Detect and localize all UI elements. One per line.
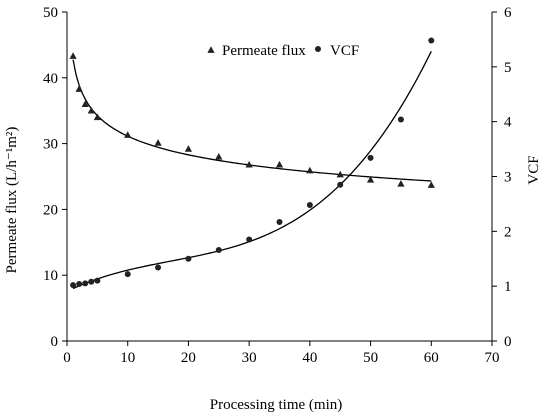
y-axis-left-label: Permeate flux (L/h⁻¹m²) <box>4 127 20 274</box>
y-left-tick-label: 20 <box>43 202 58 218</box>
vcf-point <box>124 271 131 278</box>
y-right-tick-label: 2 <box>504 224 512 240</box>
permeate-flux-point <box>427 181 435 188</box>
permeate-flux-point <box>69 52 77 59</box>
legend-vcf-marker <box>315 46 321 52</box>
axes <box>66 12 493 342</box>
y-left-tick-label: 50 <box>43 5 58 21</box>
permeate-flux-point <box>81 100 89 107</box>
y-left-tick-label: 0 <box>51 334 59 350</box>
vcf-point <box>337 181 344 188</box>
data-marks <box>69 37 435 289</box>
permeate-flux-point <box>275 160 284 168</box>
vcf-point <box>397 116 404 123</box>
permeate-flux-point <box>184 145 193 152</box>
vcf-point <box>185 255 192 262</box>
permeate-flux-point <box>306 166 314 174</box>
vcf-point <box>246 236 253 243</box>
x-tick-label: 20 <box>181 350 196 366</box>
vcf-point <box>76 280 83 287</box>
vcf-point <box>367 154 374 161</box>
permeate-flux-point <box>124 131 132 138</box>
y-right-tick-label: 5 <box>504 60 512 76</box>
permeate-flux-point <box>154 139 162 146</box>
y-left-tick-label: 10 <box>43 268 58 284</box>
y-right-tick-label: 4 <box>504 115 512 131</box>
legend-permeate-flux-marker <box>207 46 215 53</box>
permeate-flux-point <box>215 152 223 160</box>
vcf-point <box>276 219 283 226</box>
y-left-tick-label: 30 <box>43 137 58 153</box>
vcf-point <box>155 264 162 271</box>
permeate-flux-point <box>245 160 253 168</box>
legend-vcf-label: VCF <box>330 43 359 59</box>
y-right-tick-label: 6 <box>504 5 512 21</box>
vcf-point <box>70 282 77 289</box>
permeate-flux-point <box>336 170 344 178</box>
x-tick-label: 50 <box>363 350 378 366</box>
vcf-point <box>82 280 89 287</box>
y-axis-right-label: VCF <box>526 155 542 184</box>
x-tick-label: 60 <box>424 350 439 366</box>
permeate-flux-trend-line <box>72 59 432 182</box>
vcf-point <box>215 246 222 253</box>
legend: Permeate flux VCF <box>207 43 359 59</box>
x-tick-label: 10 <box>120 350 135 366</box>
permeate-flux-point <box>87 106 95 114</box>
x-axis-label: Processing time (min) <box>210 397 342 413</box>
x-tick-label: 0 <box>63 350 71 366</box>
vcf-point <box>428 37 435 44</box>
y-right-tick-label: 3 <box>504 170 512 186</box>
permeate-flux-point <box>397 179 405 187</box>
x-tick-label: 30 <box>242 350 257 366</box>
y-left-tick-label: 40 <box>43 71 58 87</box>
x-tick-label: 70 <box>485 350 500 366</box>
legend-permeate-flux-label: Permeate flux <box>222 43 306 59</box>
x-tick-label: 40 <box>302 350 317 366</box>
trend-lines <box>72 51 432 290</box>
vcf-point <box>88 278 95 285</box>
y-right-tick-label: 0 <box>504 334 512 350</box>
vcf-point <box>94 277 101 284</box>
permeate-flux-point <box>75 85 83 92</box>
vcf-trend-line <box>72 51 432 290</box>
permeate-flux-point <box>93 113 101 121</box>
permeate-flux-point <box>366 175 375 183</box>
y-right-tick-label: 1 <box>504 279 512 295</box>
vcf-point <box>306 202 313 209</box>
